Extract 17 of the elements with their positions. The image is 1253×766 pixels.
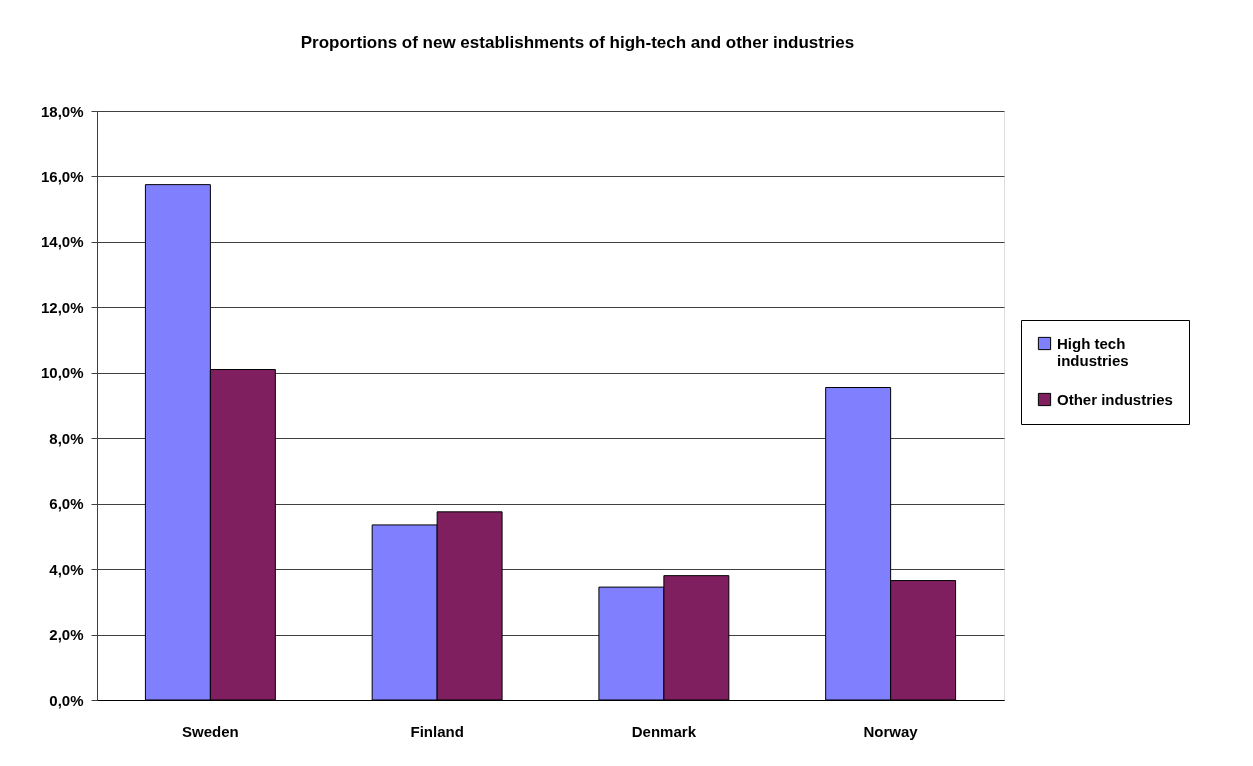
- y-tick-label: 12,0%: [40, 298, 84, 316]
- x-tick-label: Denmark: [631, 722, 697, 740]
- y-tick-label: 10,0%: [40, 364, 84, 382]
- x-tick-label: Norway: [863, 722, 919, 740]
- y-tick-label: 2,0%: [49, 626, 84, 644]
- y-tick-label: 16,0%: [40, 167, 84, 185]
- y-tick-label: 8,0%: [49, 429, 84, 447]
- chart-title: Proportions of new establishments of high-tech and other industries: [300, 33, 855, 52]
- y-tick-label: 14,0%: [40, 233, 84, 251]
- legend-label: High tech industries: [1057, 334, 1129, 369]
- x-tick-label: Finland: [410, 722, 464, 740]
- y-tick-label: 4,0%: [49, 560, 84, 578]
- y-tick-label: 6,0%: [49, 495, 84, 513]
- legend-label: Other industries: [1057, 390, 1173, 408]
- x-tick-label: Sweden: [182, 722, 239, 740]
- y-tick-label: 0,0%: [49, 691, 84, 709]
- y-tick-label: 18,0%: [40, 102, 84, 120]
